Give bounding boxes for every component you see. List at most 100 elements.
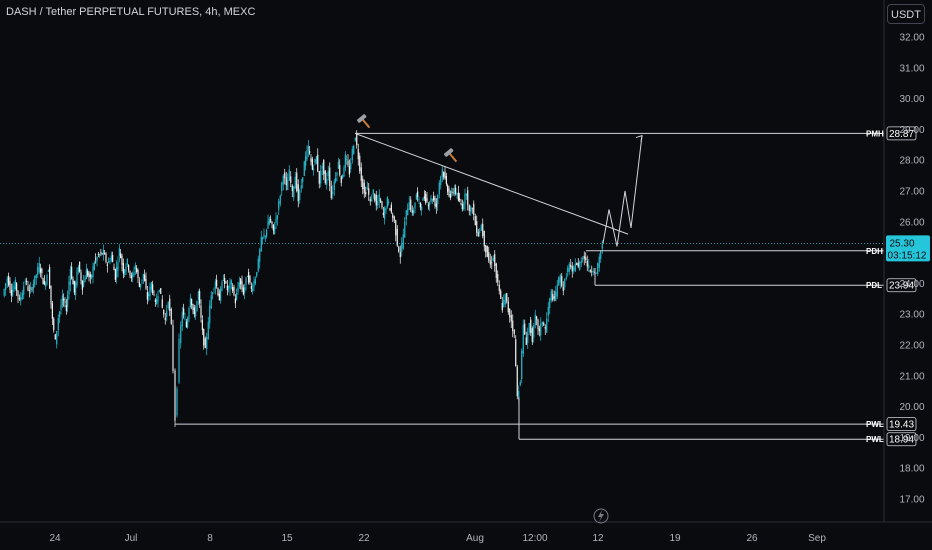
candle xyxy=(237,282,239,295)
candle-body xyxy=(180,325,182,344)
candle xyxy=(137,268,139,283)
candle-body xyxy=(559,275,561,283)
candle xyxy=(176,386,178,418)
price-tick-label: 21.00 xyxy=(899,371,924,382)
candle xyxy=(522,319,524,358)
candle-body xyxy=(12,289,14,296)
candle-body xyxy=(232,287,234,291)
level-value-box xyxy=(886,417,917,432)
candle xyxy=(282,174,284,191)
candle xyxy=(509,308,511,323)
candle-body xyxy=(423,196,425,199)
level-value-box xyxy=(886,432,917,447)
candle-body xyxy=(435,203,437,208)
candle-body xyxy=(80,272,82,281)
candle xyxy=(300,178,302,193)
candle-body xyxy=(410,199,412,211)
candle xyxy=(117,256,119,278)
candle-body xyxy=(13,286,15,291)
candle-body xyxy=(203,328,205,346)
candle-body xyxy=(366,187,368,189)
candle xyxy=(296,168,298,193)
candle-body xyxy=(600,250,602,259)
candle-body xyxy=(250,286,252,289)
candle-body xyxy=(463,203,465,210)
candle-body xyxy=(275,218,277,224)
candle xyxy=(392,212,394,223)
candle xyxy=(315,155,317,165)
candle xyxy=(467,186,469,211)
candle-body xyxy=(555,291,557,301)
candle-body xyxy=(167,302,169,309)
candle xyxy=(568,262,570,275)
candle-body xyxy=(237,287,239,292)
candle xyxy=(59,310,61,324)
candle xyxy=(368,182,370,201)
candle xyxy=(45,281,47,290)
candle xyxy=(527,327,529,349)
candle-body xyxy=(390,204,392,213)
candle-body xyxy=(21,292,23,300)
candle xyxy=(35,273,37,285)
candle xyxy=(570,259,572,270)
candle xyxy=(160,287,162,295)
candle xyxy=(125,263,127,276)
candle xyxy=(410,196,412,213)
price-tick-label: 31.00 xyxy=(899,63,924,74)
candle-body xyxy=(586,261,588,267)
candle-body xyxy=(343,167,345,177)
candle xyxy=(600,249,602,263)
candle-body xyxy=(380,199,382,203)
price-tick-label: 27.00 xyxy=(899,187,924,198)
candle-body xyxy=(540,323,542,336)
candle xyxy=(37,263,39,278)
candle-body xyxy=(598,256,600,268)
lightning-icon-ring xyxy=(593,508,609,524)
candle-body xyxy=(562,286,564,291)
candle xyxy=(588,258,590,272)
candle-body xyxy=(264,235,266,237)
candle xyxy=(525,331,527,346)
candle xyxy=(561,272,563,288)
lightning-icon-bolt xyxy=(598,510,604,522)
candle xyxy=(166,304,168,322)
candle-body xyxy=(297,184,299,202)
candle-body xyxy=(141,279,143,281)
candle-body xyxy=(384,208,386,220)
candle-body xyxy=(137,269,139,278)
currency-button[interactable]: USDT xyxy=(887,4,925,24)
candle-body xyxy=(128,265,130,271)
candle-body xyxy=(553,296,555,299)
candle-body xyxy=(459,198,461,201)
candle xyxy=(567,265,569,277)
candle-body xyxy=(477,232,479,237)
candle xyxy=(5,282,7,296)
candle xyxy=(577,258,579,269)
candle xyxy=(238,276,240,289)
candle xyxy=(240,278,242,290)
candle xyxy=(601,240,603,254)
candle xyxy=(571,261,573,278)
candle-body xyxy=(3,289,5,296)
candle-body xyxy=(28,290,30,292)
candle xyxy=(495,262,497,283)
candle xyxy=(287,173,289,191)
candle-body xyxy=(84,278,86,283)
candle xyxy=(207,316,209,340)
candle-body xyxy=(597,263,599,275)
candle xyxy=(60,298,62,315)
candle-body xyxy=(480,225,482,231)
candle xyxy=(222,274,224,282)
candle-body xyxy=(362,178,364,190)
time-tick-label: Sep xyxy=(808,533,826,544)
candle-body xyxy=(197,291,199,300)
candle xyxy=(272,224,274,235)
candle xyxy=(371,194,373,202)
candle-body xyxy=(461,203,463,210)
candle-body xyxy=(546,318,548,333)
candle-body xyxy=(260,237,262,252)
candle-body xyxy=(564,279,566,288)
candle xyxy=(188,306,190,323)
candle-body xyxy=(453,188,455,194)
